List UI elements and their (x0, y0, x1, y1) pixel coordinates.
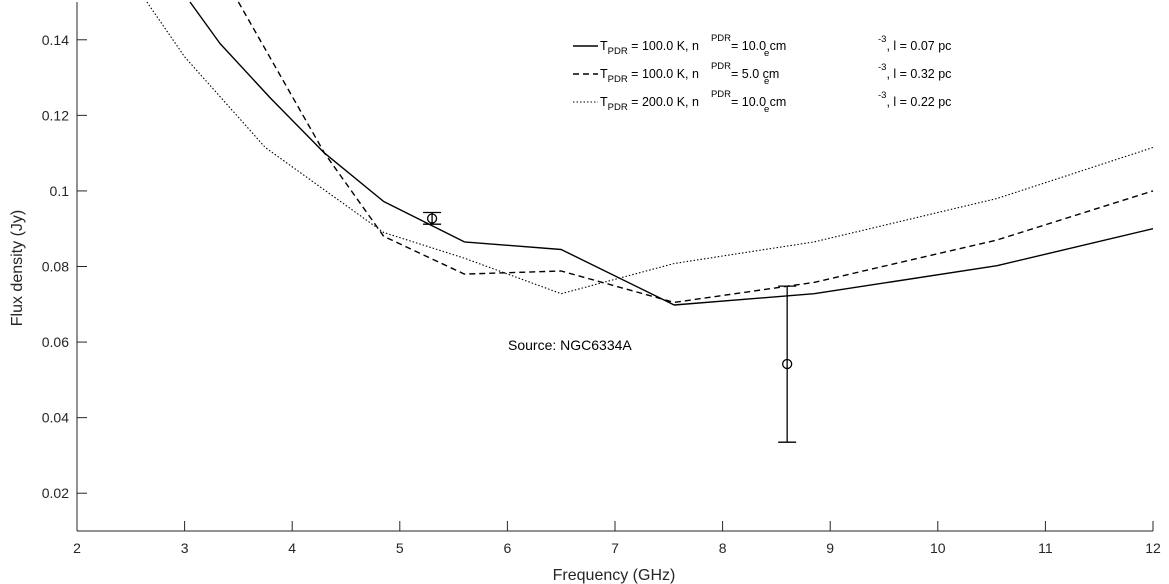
legend-text-part: PDR (711, 61, 731, 72)
measurement-points (423, 211, 797, 443)
legend-label: TPDR = 200.0 K, nPDR= 10.0 cm (600, 89, 786, 113)
legend-exponent: -3 (878, 34, 886, 45)
legend-exponent: -3 (878, 62, 886, 73)
legend-text-part: = 5.0 cm (731, 67, 779, 81)
x-tick-label: 12 (1145, 540, 1161, 556)
x-tick-label: 10 (930, 540, 946, 556)
legend-text-part: = 200.0 K, n (628, 95, 699, 109)
legend-label-tail: -3, l = 0.07 pc (878, 34, 951, 53)
x-tick-label: 2 (73, 540, 81, 556)
x-tick-label: 5 (396, 540, 404, 556)
source-annotation: Source: NGC6334A (508, 337, 632, 353)
axes: 2 3 4 5 6 7 8 9 10 11 12 0.02 0.04 0.06 0.08 0.1 0.12 0.1… (42, 2, 1161, 556)
y-tick-label: 0.12 (42, 107, 69, 123)
series-line-dashed (237, 1, 1154, 304)
legend-text-part: T (600, 67, 608, 81)
y-axis-label: Flux density (Jy) (9, 210, 26, 326)
legend-text-part: = 10.0 cm (731, 95, 786, 109)
series-line-dotted (146, 1, 1154, 295)
x-tick-label: 3 (181, 540, 189, 556)
legend-n-subscript: e (764, 48, 769, 59)
legend-exponent: -3 (878, 90, 886, 101)
measurement-marker (782, 358, 793, 370)
legend-text-part: = 100.0 K, n (628, 67, 699, 81)
legend-label-tail: -3, l = 0.22 pc (878, 90, 951, 109)
legend-n-subscript: e (764, 104, 769, 115)
legend-label: TPDR = 100.0 K, nPDR= 10.0 cm (600, 33, 786, 57)
y-tick-label: 0.04 (42, 410, 69, 426)
series-line-solid (189, 1, 1154, 306)
legend-tail-text: , l = 0.07 pc (886, 39, 951, 53)
legend-text-part: T (600, 95, 608, 109)
y-tick-label: 0.14 (42, 32, 69, 48)
legend-text-part: PDR (608, 46, 628, 57)
x-tick-label: 7 (611, 540, 619, 556)
y-tick-label: 0.1 (50, 183, 70, 199)
y-tick-label: 0.02 (42, 485, 69, 501)
x-axis-label: Frequency (GHz) (553, 567, 676, 584)
x-tick-label: 9 (826, 540, 834, 556)
series-lines (146, 1, 1154, 306)
legend-text-part: PDR (608, 74, 628, 85)
legend-text-part: T (600, 39, 608, 53)
y-tick-label: 0.06 (42, 334, 69, 350)
measurement-marker (426, 213, 438, 224)
y-tick-label: 0.08 (42, 259, 69, 275)
x-tick-label: 8 (719, 540, 727, 556)
legend: TPDR = 100.0 K, nPDR= 10.0 cme-3, l = 0.… (573, 33, 951, 115)
legend-tail-text: , l = 0.32 pc (886, 67, 951, 81)
legend-label-tail: -3, l = 0.32 pc (878, 62, 951, 81)
legend-text-part: = 100.0 K, n (628, 39, 699, 53)
legend-text-part: PDR (608, 102, 628, 113)
legend-label: TPDR = 100.0 K, nPDR= 5.0 cm (600, 61, 779, 85)
x-tick-label: 6 (504, 540, 512, 556)
legend-text-part: PDR (711, 33, 731, 44)
legend-n-subscript: e (764, 76, 769, 87)
legend-tail-text: , l = 0.22 pc (886, 95, 951, 109)
legend-text-part: = 10.0 cm (731, 39, 786, 53)
legend-text-part: PDR (711, 89, 731, 100)
x-tick-label: 11 (1038, 540, 1053, 556)
x-tick-label: 4 (288, 540, 296, 556)
